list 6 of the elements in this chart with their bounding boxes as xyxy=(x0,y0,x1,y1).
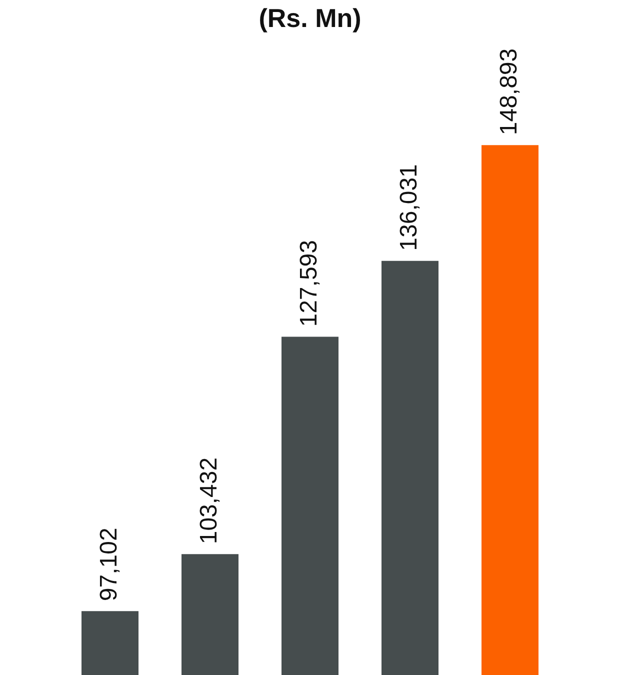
data-label: 103,432 xyxy=(196,457,223,544)
chart-title: (Rs. Mn) xyxy=(258,2,362,33)
data-label: 127,593 xyxy=(296,240,323,327)
data-label: 97,102 xyxy=(96,528,123,602)
data-label: 148,893 xyxy=(496,48,523,136)
data-label: 136,031 xyxy=(396,164,423,251)
